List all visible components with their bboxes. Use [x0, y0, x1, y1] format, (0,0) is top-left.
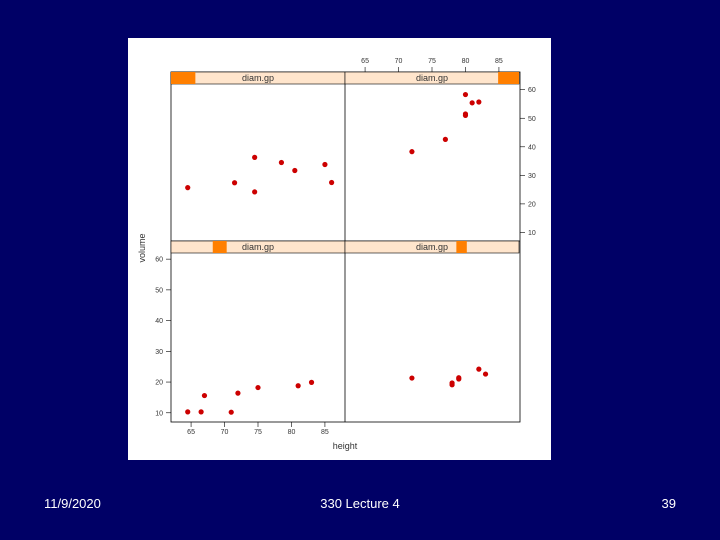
y-tick-label-right-60: 60 — [528, 87, 536, 94]
x-tick-label-top-70: 70 — [395, 58, 403, 65]
data-point-p1-4 — [228, 409, 234, 415]
strip-2 — [344, 240, 520, 254]
data-point-p1-5 — [235, 390, 241, 396]
x-tick-label-bottom-75: 75 — [254, 429, 262, 436]
y-axis-label: volume — [137, 233, 147, 262]
footer-title: 330 Lecture 4 — [320, 496, 400, 511]
y-tick-label-left-40: 40 — [155, 318, 163, 325]
footer-page-number: 39 — [661, 496, 676, 511]
x-tick-label-top-65: 65 — [361, 58, 369, 65]
strip-level-2 — [456, 241, 467, 253]
x-tick-label-bottom-85: 85 — [321, 429, 329, 436]
data-point-p1-2 — [198, 409, 204, 415]
data-point-p1-7 — [295, 383, 301, 389]
strip-level-3 — [171, 72, 196, 84]
data-point-p4-6 — [469, 100, 475, 106]
lattice-plot-svg: height volume diam.gp diam.gp diam.gp diam.… — [137, 58, 536, 451]
x-tick-label-top-80: 80 — [462, 58, 470, 65]
data-point-p3-2 — [231, 180, 238, 186]
y-tick-label-left-20: 20 — [155, 380, 163, 387]
data-point-p2-5 — [456, 375, 462, 381]
strip-label-4: diam.gp — [416, 73, 448, 83]
strip-level-4 — [498, 72, 519, 84]
x-tick-label-bottom-65: 65 — [187, 429, 195, 436]
strip-label-1: diam.gp — [242, 242, 274, 252]
data-point-p4-2 — [442, 136, 448, 142]
y-tick-label-right-20: 20 — [528, 201, 536, 208]
data-point-p3-1 — [185, 185, 191, 191]
y-tick-label-right-40: 40 — [528, 144, 536, 151]
y-tick-label-left-50: 50 — [155, 287, 163, 294]
data-point-p4-1 — [409, 149, 415, 155]
data-point-p4-7 — [476, 99, 482, 105]
data-point-p2-3 — [449, 380, 455, 386]
y-tick-label-right-50: 50 — [528, 116, 536, 123]
data-point-p1-6 — [255, 384, 261, 391]
footer-date: 11/9/2020 — [44, 496, 101, 511]
y-tick-label-left-30: 30 — [155, 349, 163, 356]
data-point-p3-4 — [252, 154, 258, 160]
data-point-p3-5 — [278, 159, 285, 166]
data-point-p1-3 — [201, 392, 208, 399]
data-point-p2-7 — [482, 371, 489, 377]
y-tick-label-left-60: 60 — [155, 257, 163, 264]
data-point-p3-3 — [252, 189, 258, 195]
x-tick-label-bottom-70: 70 — [221, 429, 229, 436]
x-tick-label-top-85: 85 — [495, 58, 503, 65]
strip-label-3: diam.gp — [242, 73, 274, 83]
data-point-p3-7 — [322, 161, 328, 168]
x-tick-label-top-75: 75 — [428, 58, 436, 65]
data-point-p2-6 — [476, 366, 482, 372]
y-tick-label-left-10: 10 — [155, 410, 163, 417]
lattice-plot: height volume diam.gp diam.gp diam.gp diam.… — [128, 38, 551, 460]
strip-level-1 — [212, 241, 227, 253]
y-tick-label-right-30: 30 — [528, 173, 536, 180]
data-point-p2-1 — [409, 375, 415, 381]
data-point-p4-5 — [462, 91, 469, 98]
strip-label-2: diam.gp — [416, 242, 448, 252]
x-axis-label: height — [333, 441, 358, 451]
y-tick-label-right-10: 10 — [528, 230, 536, 237]
x-tick-label-bottom-80: 80 — [288, 429, 296, 436]
data-point-p3-6 — [292, 167, 298, 174]
data-point-p3-8 — [329, 179, 335, 186]
data-point-p1-8 — [308, 379, 315, 385]
data-point-p1-1 — [185, 409, 191, 415]
data-point-p4-4 — [462, 111, 469, 117]
